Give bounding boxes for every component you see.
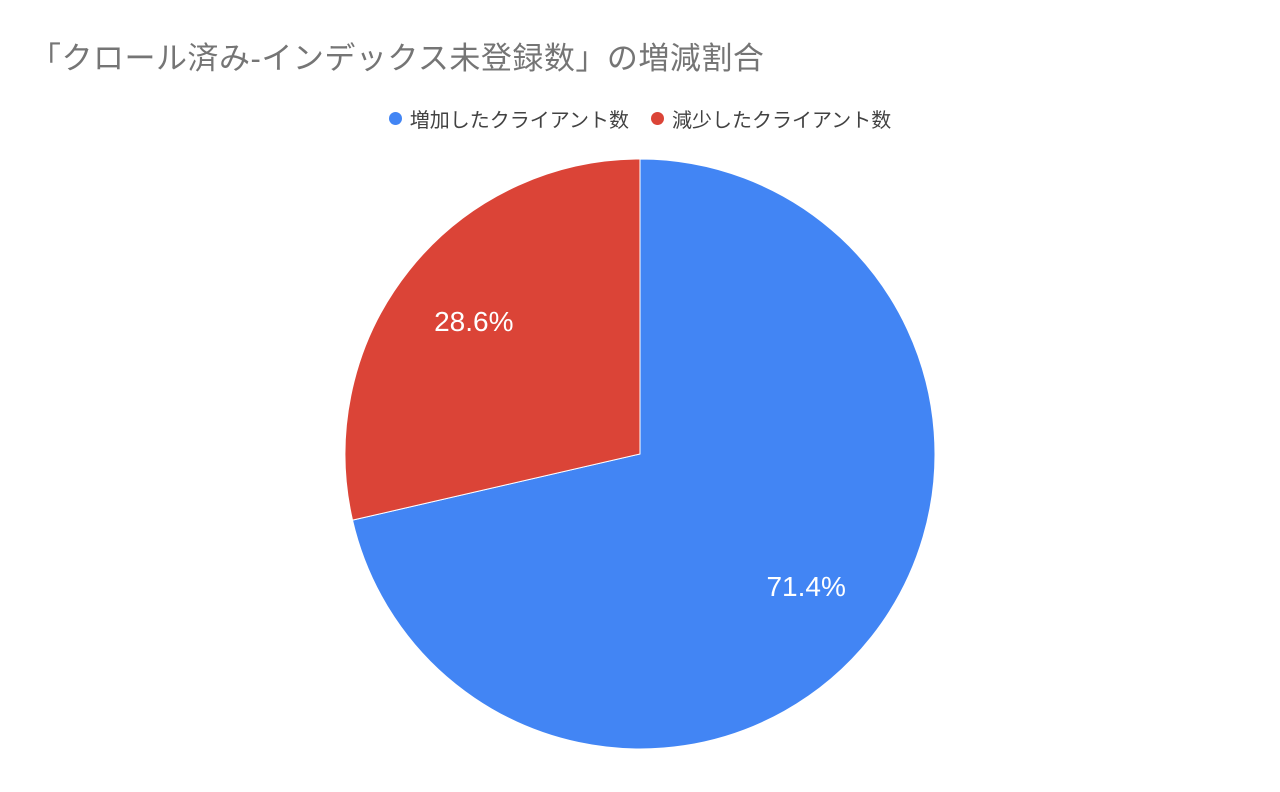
pie-slice-0[interactable] <box>351 158 936 750</box>
legend-swatch-decreased-icon <box>651 111 664 125</box>
pie-slice-label-0: 71.4% <box>766 571 845 602</box>
pie-slice-1[interactable] <box>344 158 641 521</box>
legend-swatch-increased-icon <box>388 111 402 125</box>
legend-label-decreased-clients: 減少したクライアント数 <box>672 109 892 132</box>
legend-item-increased-clients[interactable]: 増加したクライアント数 <box>388 104 629 133</box>
chart-legend: 増加したクライアント数 減少したクライアント数 <box>0 103 1280 133</box>
pie-slice-label-1: 28.6% <box>434 306 513 337</box>
legend-item-decreased-clients[interactable]: 減少したクライアント数 <box>651 104 891 133</box>
legend-label-increased-clients: 増加したクライアント数 <box>409 109 629 132</box>
chart-title: 「クロール済み-インデックス未登録数」の増減割合 <box>30 41 765 76</box>
